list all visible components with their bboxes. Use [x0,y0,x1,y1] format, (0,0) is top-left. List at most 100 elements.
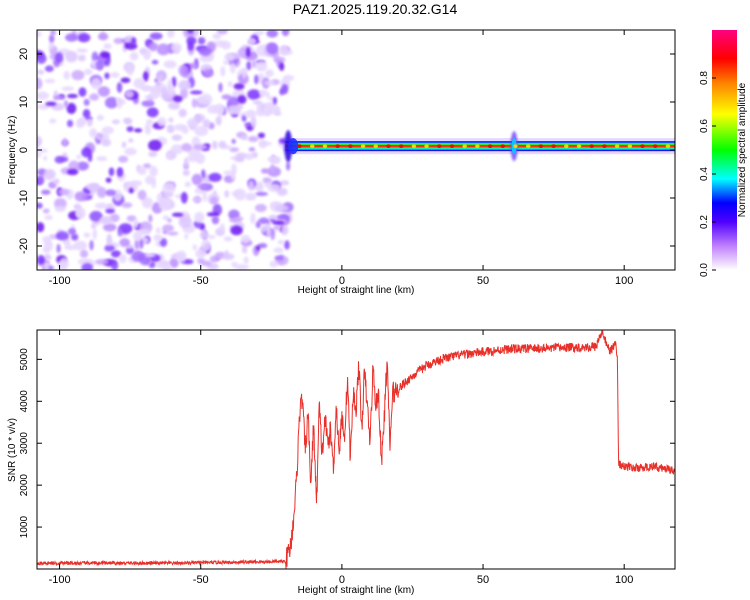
noise-blob [223,60,230,65]
noise-blob [54,52,64,63]
noise-blob [116,167,124,178]
noise-blob [203,69,214,78]
noise-blob [37,53,47,64]
noise-blob [78,87,87,97]
noise-blob [126,126,134,132]
noise-blob [134,239,140,250]
colorbar-tick-label: 0.0 [699,263,710,277]
noise-blob [267,183,281,193]
noise-blob [281,30,290,37]
spectrogram-x-label: Height of straight line (km) [298,285,415,296]
noise-blob [97,32,109,41]
noise-blob [106,233,113,246]
noise-blob [197,183,208,189]
noise-blob [97,86,110,97]
noise-blob [91,223,97,229]
noise-blob [247,89,261,100]
noise-blob [76,161,89,171]
noise-blob [128,187,134,194]
noise-blob [208,172,222,183]
noise-blob [244,153,254,160]
noise-blob [77,32,91,43]
noise-blob [179,65,190,78]
snr-y-tick-label: 3000 [19,432,30,455]
spectrogram-x-tick-label: 50 [477,275,489,287]
noise-blob [142,71,149,82]
noise-blob [219,223,225,234]
noise-blob [242,245,248,254]
noise-blob [245,109,257,118]
noise-blob [56,243,61,254]
noise-blob [73,203,82,211]
noise-blob [275,204,289,212]
noise-blob [103,43,112,50]
signal-bead [297,144,302,148]
signal-bead [576,144,582,148]
noise-blob [98,133,103,139]
noise-blob [66,93,78,99]
noise-blob [150,87,161,99]
noise-blob [171,212,184,217]
signal-bead [360,144,366,148]
noise-blob [121,141,127,149]
noise-blob [248,147,256,152]
noise-blob [142,163,152,169]
signal-bead [538,144,544,148]
noise-blob [280,180,290,186]
signal-bead [500,144,505,148]
noise-blob [101,126,114,135]
signal-bead [386,144,391,148]
noise-blob [178,216,193,229]
noise-blob [115,97,122,103]
noise-blob [138,238,144,250]
colorbar-tick-label: 0.6 [699,119,710,133]
noise-blob [274,255,284,261]
noise-blob [151,177,157,189]
noise-blob [162,215,169,221]
noise-blob [43,261,50,270]
noise-blob [157,73,164,83]
noise-blob [186,36,197,46]
noise-blob [277,239,285,245]
noise-blob [286,161,291,171]
signal-bead [411,144,417,148]
noise-blob [120,77,131,84]
noise-blob [149,165,158,177]
noise-blob [273,54,280,63]
noise-blob [92,228,97,240]
noise-blob [180,87,188,99]
noise-blob [211,215,220,225]
signal-bead [348,144,353,148]
noise-blob [37,255,45,265]
noise-blob [264,69,274,78]
noise-blob [271,156,281,165]
signal-onset-burst [288,138,299,155]
noise-blob [94,202,108,209]
noise-blob [100,51,111,59]
noise-blob [171,134,183,141]
noise-blob [167,231,179,236]
signal-bead [437,144,442,148]
noise-blob [111,119,121,125]
noise-blob [43,169,56,180]
noise-blob [178,79,192,91]
snr-x-label: Height of straight line (km) [298,585,415,596]
noise-blob [211,140,218,150]
noise-blob [282,74,295,82]
signal-bead [424,144,429,148]
noise-blob [184,259,194,265]
snr-x-tick-label: 50 [477,574,489,586]
noise-blob [83,98,90,106]
noise-blob [258,90,268,96]
noise-blob [91,77,102,90]
noise-blob [128,138,134,143]
noise-blob [44,255,52,260]
noise-blob [218,140,227,149]
noise-blob [48,118,57,124]
noise-blob [233,83,245,90]
noise-blob [156,43,171,56]
noise-blob [254,203,267,213]
noise-blob [156,262,170,269]
noise-blob [247,180,255,191]
